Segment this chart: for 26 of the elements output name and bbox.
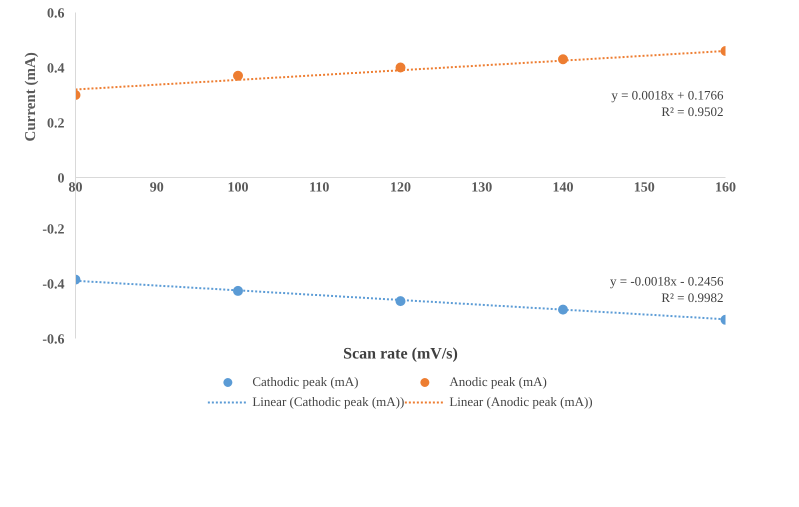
x-tick-label: 140 <box>552 180 574 196</box>
legend-label: Cathodic peak (mA) <box>252 374 358 390</box>
y-tick-label: 0.4 <box>47 62 64 76</box>
x-tick-label: 110 <box>309 180 330 196</box>
x-tick-label: 160 <box>715 180 736 196</box>
point <box>233 286 243 296</box>
x-tick-label: 150 <box>634 180 655 196</box>
y-tick-label: 0 <box>58 172 64 186</box>
y-tick-label: -0.4 <box>42 278 65 292</box>
legend-label: Linear (Anodic peak (mA)) <box>449 394 593 410</box>
y-tick-label: -0.6 <box>42 332 65 348</box>
y-axis-title: Current (mA) <box>23 52 39 142</box>
y-tick-label: 0.6 <box>47 6 64 22</box>
x-tick-label: 90 <box>150 180 164 196</box>
x-axis-title: Scan rate (mV/s) <box>343 346 458 362</box>
x-tick-label: 120 <box>390 180 411 196</box>
annotation: y = -0.0018x - 0.2456 R² = 0.9982 <box>610 273 724 305</box>
legend-label: Linear (Cathodic peak (mA)) <box>252 394 404 410</box>
annotation: y = 0.0018x + 0.1766 R² = 0.9502 <box>611 88 724 119</box>
x-tick-label: 130 <box>471 180 492 196</box>
y-tick-label: 0.2 <box>47 116 64 132</box>
point <box>233 70 243 81</box>
legend-label: Anodic peak (mA) <box>449 374 547 390</box>
x-tick-label: 80 <box>68 180 82 196</box>
y-tick-label: -0.2 <box>42 222 65 238</box>
x-tick-label: 100 <box>228 180 248 196</box>
